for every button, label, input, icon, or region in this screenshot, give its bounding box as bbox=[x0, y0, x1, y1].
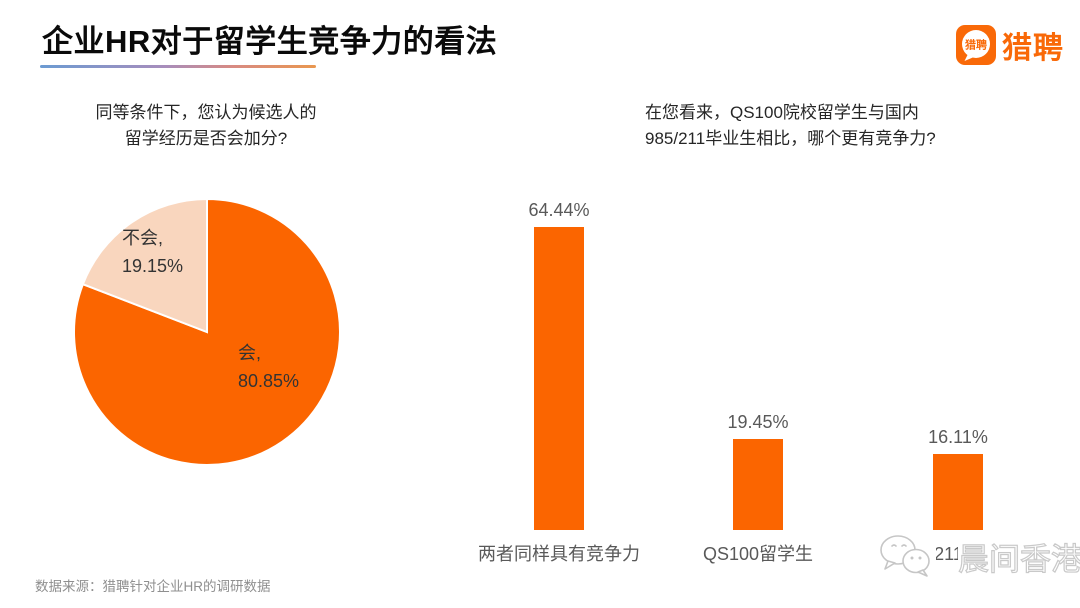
pie-question-line2: 留学经历是否会加分? bbox=[124, 129, 288, 148]
liepin-logo-icon-text: 猎聘 bbox=[965, 38, 987, 52]
bar-1 bbox=[534, 227, 584, 530]
bar-column-3: 16.11% bbox=[858, 427, 1058, 530]
bar-column-2: 19.45% bbox=[658, 411, 858, 530]
brand-logo: 猎聘 猎聘 bbox=[956, 23, 1064, 67]
bar-2 bbox=[733, 438, 783, 530]
bar-3 bbox=[933, 454, 983, 530]
watermark-text: 晨间香港 bbox=[957, 534, 1080, 579]
pie-label-no: 不会, 19.15% bbox=[122, 224, 183, 280]
brand-name: 猎聘 bbox=[1002, 32, 1064, 65]
bar-value-1: 64.44% bbox=[528, 200, 590, 220]
pie-label-no-value: 19.15% bbox=[122, 256, 184, 276]
pie-chart bbox=[73, 197, 341, 466]
liepin-logo-icon: 猎聘 bbox=[956, 25, 996, 65]
data-source-note: 数据来源：猎聘针对企业HR的调研数据 bbox=[35, 579, 271, 594]
bar-category-1: 两者同样具有竞争力 bbox=[478, 544, 640, 564]
bar-value-3: 16.11% bbox=[928, 427, 988, 448]
pie-slice-不会 bbox=[81, 197, 208, 334]
title-underline bbox=[40, 65, 316, 68]
pie-chart-question: 同等条件下，您认为候选人的 留学经历是否会加分? bbox=[56, 100, 356, 152]
bar-question-line2: 985/211毕业生相比，哪个更有竞争力? bbox=[645, 129, 936, 148]
bar-category-2: QS100留学生 bbox=[702, 544, 814, 564]
bar-column-1: 64.44% bbox=[459, 200, 659, 530]
pie-label-yes: 会, 80.85% bbox=[238, 339, 299, 395]
bar-chart-question: 在您看来，QS100院校留学生与国内 985/211毕业生相比，哪个更有竞争力? bbox=[645, 100, 1035, 152]
pie-label-no-name: 不会, bbox=[122, 228, 164, 248]
pie-label-yes-value: 80.85% bbox=[238, 371, 300, 391]
pie-question-line1: 同等条件下，您认为候选人的 bbox=[95, 103, 317, 122]
page-title: 企业HR对于留学生竞争力的看法 bbox=[42, 24, 498, 59]
watermark: 晨间香港 bbox=[874, 529, 1080, 579]
pie-label-yes-name: 会, bbox=[238, 343, 262, 363]
wechat-icon bbox=[874, 533, 936, 577]
bar-question-line1: 在您看来，QS100院校留学生与国内 bbox=[645, 103, 919, 122]
bar-value-2: 19.45% bbox=[727, 411, 789, 432]
